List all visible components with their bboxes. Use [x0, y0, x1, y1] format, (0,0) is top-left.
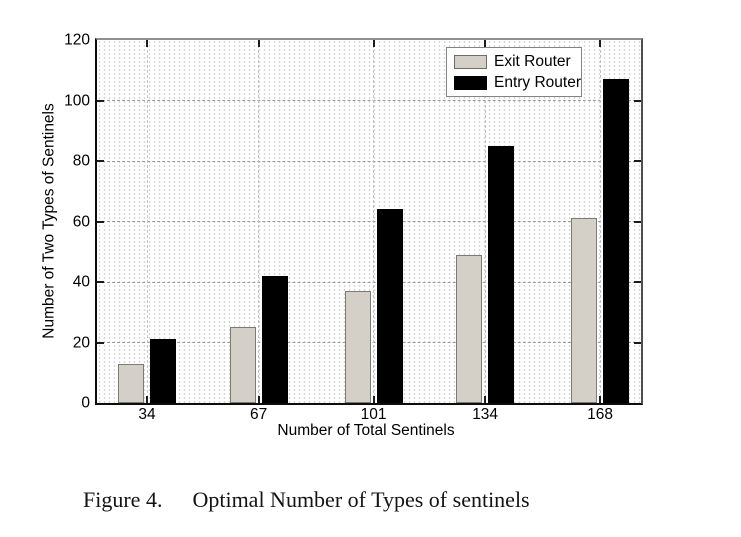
bar-exit-router-134: [456, 254, 483, 403]
legend-label-exit-router: Exit Router: [494, 52, 571, 70]
x-tick-top-168: [599, 40, 602, 47]
x-tick-bottom-168: [599, 396, 602, 403]
x-axis-title: Number of Total Sentinels: [277, 422, 455, 439]
x-tick-bottom-67: [257, 396, 260, 403]
y-gridline-40: [97, 281, 641, 283]
bar-entry-router-34: [150, 339, 177, 403]
legend-item-entry-router: Entry Router: [454, 74, 581, 91]
bar-entry-router-168: [603, 79, 630, 403]
x-tick-bottom-101: [372, 396, 375, 403]
y-tick-right-20: [634, 341, 641, 344]
y-axis-tick-label-120: 120: [64, 31, 90, 49]
x-gridline-101: [373, 40, 375, 403]
figure-caption: Figure 4. Optimal Number of Types of sen…: [83, 487, 530, 513]
y-tick-left-100: [97, 99, 104, 102]
y-tick-left-20: [97, 341, 104, 344]
legend: Exit Router Entry Router: [446, 47, 582, 97]
x-gridline-168: [599, 40, 601, 403]
caption-text: Optimal Number of Types of sentinels: [192, 487, 530, 512]
bar-entry-router-101: [376, 209, 403, 403]
caption-label: Figure 4.: [83, 487, 163, 512]
bar-exit-router-67: [229, 327, 256, 403]
y-gridline-60: [97, 221, 641, 222]
y-axis-tick-label-80: 80: [72, 152, 90, 170]
x-axis-tick-label-67: 67: [249, 406, 268, 423]
legend-swatch-exit-router: [454, 54, 487, 69]
y-tick-left-60: [97, 220, 104, 223]
x-gridline-67: [258, 40, 260, 403]
y-axis-tick-label-0: 0: [81, 394, 90, 412]
plot-area: Exit Router Entry Router: [95, 38, 643, 405]
x-tick-bottom-134: [484, 396, 487, 403]
y-tick-right-100: [634, 99, 641, 102]
legend-label-entry-router: Entry Router: [494, 73, 582, 91]
x-tick-top-34: [146, 40, 149, 47]
y-axis-tick-label-100: 100: [64, 91, 90, 109]
x-tick-top-101: [372, 40, 375, 47]
y-tick-left-40: [97, 281, 104, 283]
y-gridline-100: [97, 100, 641, 101]
x-gridline-34: [146, 40, 148, 403]
y-axis-tick-label-20: 20: [72, 333, 90, 351]
x-axis-tick-label-168: 168: [587, 406, 614, 423]
bar-entry-router-67: [261, 275, 288, 403]
y-tick-left-80: [97, 160, 104, 162]
x-tick-top-134: [484, 40, 487, 47]
y-tick-right-40: [634, 281, 641, 283]
x-gridline-134: [484, 40, 486, 403]
y-tick-right-60: [634, 220, 641, 223]
bar-exit-router-168: [571, 218, 598, 403]
legend-swatch-entry-router: [454, 75, 487, 90]
y-tick-right-80: [634, 160, 641, 162]
y-gridline-80: [97, 160, 641, 162]
bar-entry-router-134: [488, 145, 515, 403]
x-tick-bottom-34: [146, 396, 149, 403]
y-axis-title: Number of Two Types of Sentinels: [40, 103, 58, 339]
y-axis-tick-label-60: 60: [72, 212, 90, 230]
x-axis-tick-label-34: 34: [138, 406, 156, 423]
x-tick-top-67: [257, 40, 260, 47]
bar-exit-router-101: [344, 291, 371, 403]
legend-item-exit-router: Exit Router: [454, 53, 575, 70]
x-axis-tick-label-134: 134: [472, 406, 499, 423]
x-axis-tick-label-101: 101: [360, 406, 387, 423]
y-axis-tick-label-40: 40: [72, 273, 90, 291]
bar-exit-router-34: [118, 363, 145, 403]
